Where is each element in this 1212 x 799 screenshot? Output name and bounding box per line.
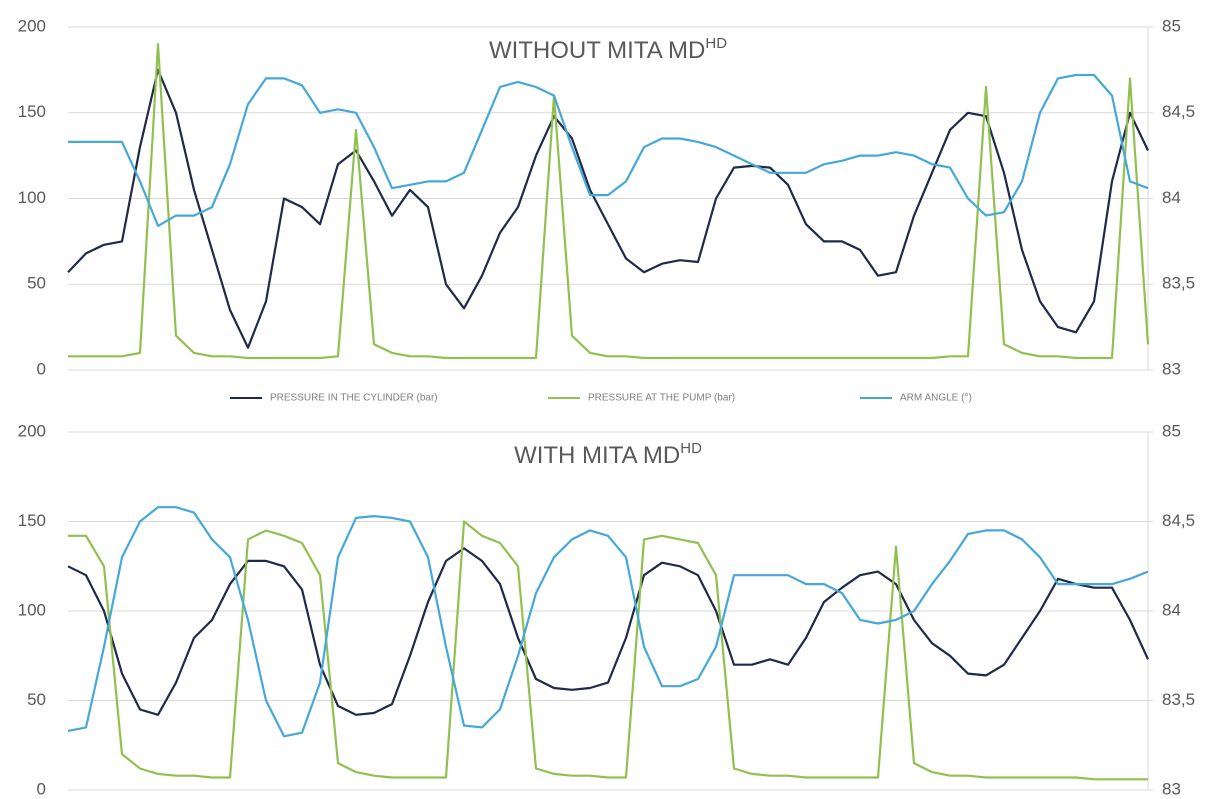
data-line	[67, 68, 1149, 349]
legend-label: PRESSURE AT THE PUMP (bar)	[588, 393, 735, 404]
data-line	[68, 73, 1149, 227]
y-tick-label: 50	[27, 690, 46, 709]
title-superscript: HD	[680, 440, 702, 457]
data-line	[68, 520, 1148, 781]
title-superscript: HD	[705, 35, 727, 52]
y2-tick-label: 83,5	[1162, 690, 1195, 709]
y-tick-label: 0	[37, 779, 46, 798]
y2-tick-label: 84	[1162, 600, 1181, 619]
legend-label: ARM ANGLE (°)	[900, 393, 972, 404]
y-tick-label: 100	[18, 188, 46, 207]
data-line	[68, 43, 1150, 360]
data-line	[67, 506, 1149, 738]
y-tick-label: 50	[27, 274, 46, 293]
y2-tick-label: 83,5	[1162, 274, 1195, 293]
y2-tick-label: 83	[1162, 779, 1181, 798]
data-line	[67, 547, 1150, 716]
y-tick-label: 0	[37, 359, 46, 378]
y2-tick-label: 84,5	[1162, 102, 1195, 121]
y-tick-label: 100	[18, 600, 46, 619]
y2-tick-label: 83	[1162, 359, 1181, 378]
chart-title: WITHOUT MITA MDHD	[489, 35, 727, 64]
y-tick-label: 150	[18, 511, 46, 530]
y2-tick-label: 84	[1162, 188, 1181, 207]
y2-tick-label: 85	[1162, 421, 1181, 440]
y-tick-label: 150	[18, 102, 46, 121]
y2-tick-label: 84,5	[1162, 511, 1195, 530]
title-text: WITH MITA MD	[514, 442, 680, 469]
y-tick-label: 200	[18, 421, 46, 440]
title-text: WITHOUT MITA MD	[489, 37, 705, 64]
legend-label: PRESSURE IN THE CYLINDER (bar)	[270, 393, 438, 404]
chart-title: WITH MITA MDHD	[514, 440, 702, 469]
y2-tick-label: 85	[1162, 16, 1181, 35]
y-tick-label: 200	[18, 16, 46, 35]
